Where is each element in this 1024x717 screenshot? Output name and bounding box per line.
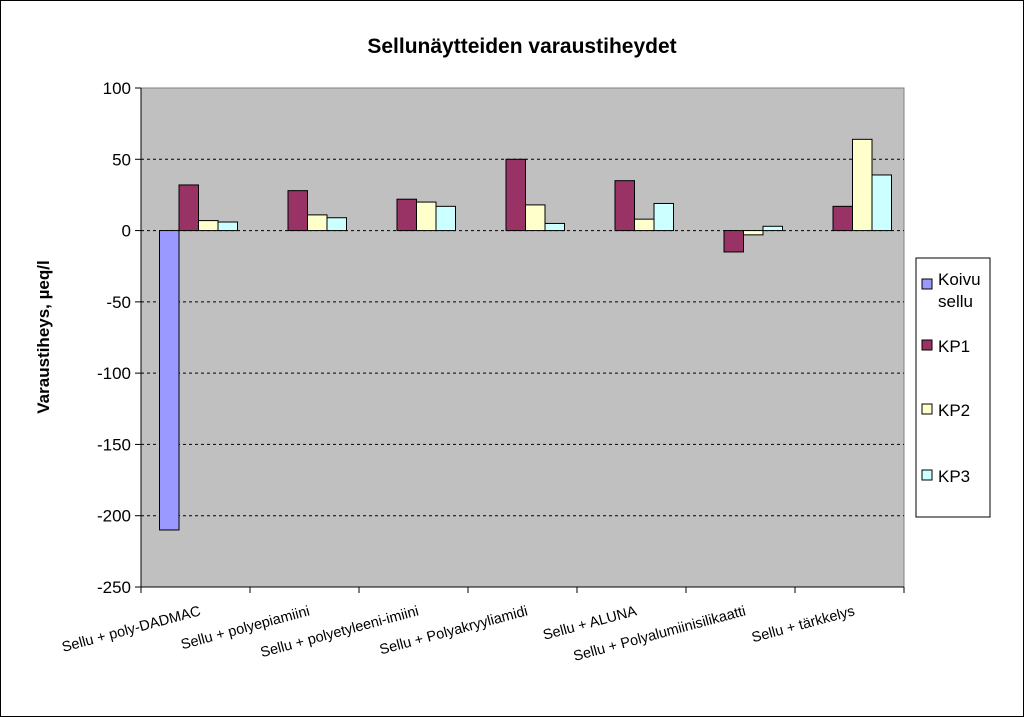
gridlines — [141, 158, 904, 517]
x-category-label: Sellu + tärkkelys — [750, 603, 857, 646]
bar-kp3 — [653, 202, 674, 232]
bars — [159, 138, 892, 531]
bar-kp2 — [634, 218, 655, 232]
legend-label: Koivu sellu — [938, 270, 981, 311]
y-tick-label: 50 — [112, 150, 131, 169]
bar-kp3 — [326, 217, 347, 232]
bar-kp3 — [871, 174, 892, 232]
bar-kp2 — [416, 201, 437, 232]
y-tick-label: 0 — [122, 222, 131, 241]
bar-kp1 — [396, 198, 417, 232]
legend-label: KP3 — [938, 467, 970, 486]
legend-swatch — [921, 278, 933, 290]
bar-kp3 — [435, 205, 456, 232]
bar-kp1 — [287, 190, 308, 232]
bar-kp3 — [762, 225, 783, 232]
bar-kp2 — [198, 220, 219, 232]
legend-swatch — [921, 403, 933, 415]
chart-title: Sellunäytteiden varaustiheydet — [367, 35, 676, 58]
y-axis-label: Varaustiheys, µeq/l — [34, 260, 53, 413]
bar-kp1 — [832, 205, 853, 232]
legend-label: KP1 — [938, 337, 970, 356]
bar-kp2 — [852, 138, 873, 232]
legend-label: KP2 — [938, 401, 970, 420]
bar-kp1 — [178, 184, 199, 232]
bar-kp3 — [217, 221, 238, 232]
legend: Koivu sellu KP1 KP2 KP3 — [915, 257, 991, 518]
bar-koivu-sellu — [159, 230, 180, 531]
legend-swatch — [921, 339, 933, 351]
legend-swatch — [921, 469, 933, 481]
bar-kp2 — [307, 214, 328, 232]
y-tick-label: -250 — [97, 578, 131, 597]
y-tick-label: -100 — [97, 364, 131, 383]
bar-kp1 — [723, 230, 744, 253]
bar-kp1 — [614, 180, 635, 232]
bar-kp3 — [544, 222, 565, 232]
y-tick-label: -200 — [97, 507, 131, 526]
y-tick-label: 100 — [103, 79, 131, 98]
y-tick-label: -50 — [106, 293, 131, 312]
bar-kp2 — [743, 230, 764, 236]
bar-kp1 — [505, 158, 526, 232]
bar-kp2 — [525, 204, 546, 232]
y-tick-label: -150 — [97, 435, 131, 454]
